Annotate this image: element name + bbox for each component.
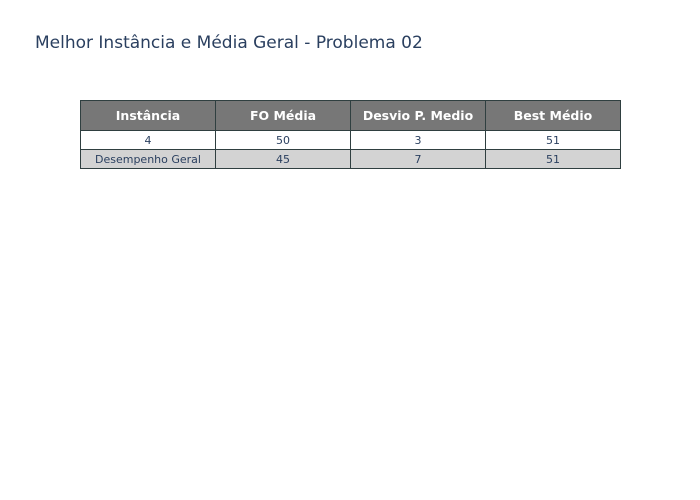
- table-cell: 7: [350, 149, 486, 169]
- table-cell: 51: [485, 130, 621, 150]
- table-cell: 45: [215, 149, 351, 169]
- table-cell: Desempenho Geral: [80, 149, 216, 169]
- table-cell: 4: [80, 130, 216, 150]
- header-best-medio: Best Médio: [485, 100, 621, 131]
- table-cell: 50: [215, 130, 351, 150]
- table-row: 4 50 3 51: [80, 130, 621, 150]
- results-table: Instância FO Média Desvio P. Medio Best …: [80, 100, 621, 169]
- table-header-row: Instância FO Média Desvio P. Medio Best …: [80, 100, 621, 131]
- table-cell: 51: [485, 149, 621, 169]
- header-instancia: Instância: [80, 100, 216, 131]
- table-row: Desempenho Geral 45 7 51: [80, 149, 621, 169]
- table-cell: 3: [350, 130, 486, 150]
- header-fo-media: FO Média: [215, 100, 351, 131]
- chart-title: Melhor Instância e Média Geral - Problem…: [35, 33, 423, 53]
- header-desvio-p-medio: Desvio P. Medio: [350, 100, 486, 131]
